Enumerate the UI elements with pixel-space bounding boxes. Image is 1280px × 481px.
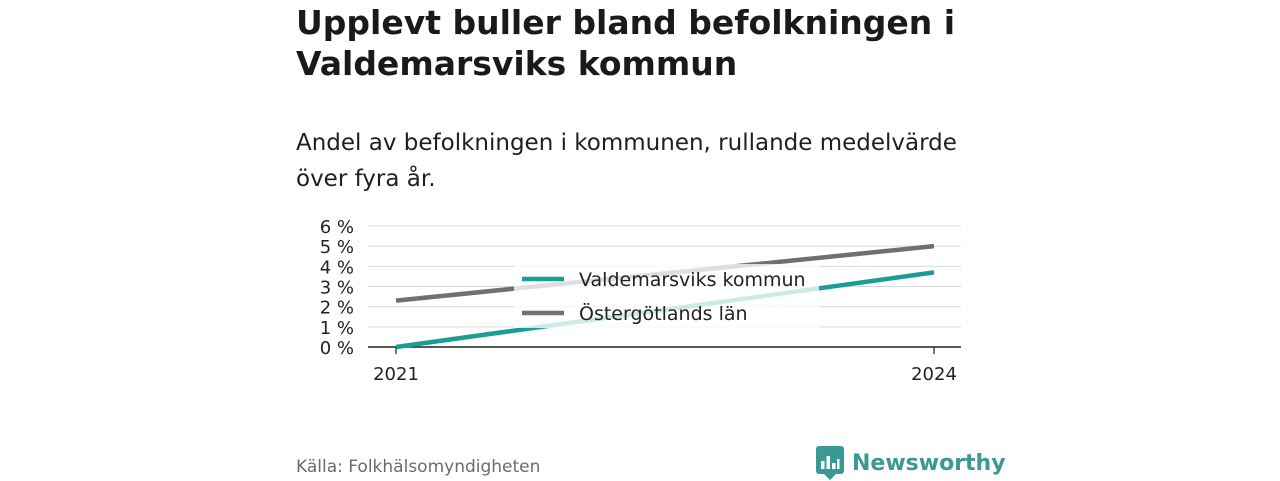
legend-background: [514, 264, 819, 328]
chart-title: Upplevt buller bland befolkningen i Vald…: [296, 3, 956, 83]
y-tick-label: 4 %: [320, 257, 354, 278]
newsworthy-icon: [816, 446, 844, 480]
chart-card: Upplevt buller bland befolkningen i Vald…: [296, 0, 1006, 480]
brand-logo: Newsworthy: [816, 445, 1006, 481]
legend-label: Valdemarsviks kommun: [579, 269, 806, 291]
brand-name: Newsworthy: [852, 450, 1006, 476]
source-note: Källa: Folkhälsomyndigheten: [296, 457, 541, 477]
line-chart: 0 %1 %2 %3 %4 %5 %6 % 2021 2024 Valdemarsvi…: [320, 217, 961, 385]
y-tick-label: 3 %: [320, 278, 354, 299]
x-tick-label: 2021: [373, 364, 419, 385]
y-tick-label: 0 %: [320, 338, 354, 359]
y-tick-label: 2 %: [320, 298, 354, 319]
legend: Valdemarsviks kommun Östergötlands län: [514, 264, 819, 328]
x-tick-label: 2024: [911, 364, 957, 385]
y-tick-label: 1 %: [320, 318, 354, 339]
y-tick-label: 6 %: [320, 217, 354, 238]
chart-subtitle: Andel av befolkningen i kommunen, rullan…: [296, 130, 957, 192]
y-tick-label: 5 %: [320, 237, 354, 258]
legend-label: Östergötlands län: [579, 302, 748, 325]
